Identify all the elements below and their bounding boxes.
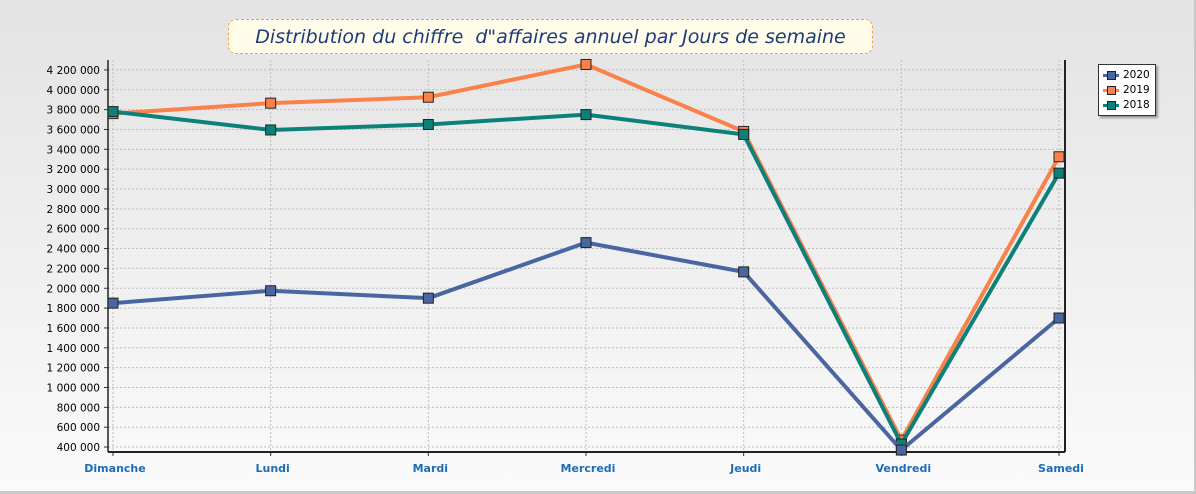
data-point-2020 — [895, 444, 907, 456]
data-point-2019 — [265, 97, 277, 109]
data-point-2018 — [422, 119, 434, 131]
y-tick-label: 3 400 000 — [47, 144, 100, 156]
legend-swatch — [1103, 101, 1119, 110]
y-tick-label: 2 000 000 — [47, 283, 100, 295]
y-tick-label: 3 800 000 — [47, 105, 100, 117]
y-tick-label: 2 800 000 — [47, 204, 100, 216]
series-lines — [107, 58, 1065, 456]
y-tick-label: 2 200 000 — [47, 263, 100, 275]
data-point-2018 — [265, 124, 277, 136]
data-point-2018 — [738, 128, 750, 140]
chart-title: Distribution du chiffre d"affaires annue… — [228, 19, 873, 54]
x-tick-label: Mercredi — [561, 462, 616, 475]
data-point-2018 — [580, 109, 592, 121]
data-point-2019 — [580, 58, 592, 70]
y-tick-label: 4 000 000 — [47, 85, 100, 97]
y-tick-label: 4 200 000 — [47, 65, 100, 77]
x-tick-label: Vendredi — [876, 462, 932, 475]
x-tick-label: Samedi — [1038, 462, 1084, 475]
grid — [108, 60, 1062, 452]
y-tick-label: 2 600 000 — [47, 224, 100, 236]
y-tick-label: 3 600 000 — [47, 124, 100, 136]
legend-label: 2019 — [1123, 84, 1150, 96]
y-tick-label: 2 400 000 — [47, 244, 100, 256]
y-tick-label: 1 600 000 — [47, 323, 100, 335]
legend-item-2020: 2020 — [1103, 68, 1155, 82]
data-point-2020 — [738, 266, 750, 278]
x-tick-label: Dimanche — [84, 462, 145, 475]
tick-labels: 400 000 600 000 800 000 1 000 000 1 200 000 1… — [47, 65, 1084, 475]
y-tick-label: 400 000 — [57, 442, 100, 454]
data-point-2019 — [422, 91, 434, 103]
data-point-2020 — [107, 297, 119, 309]
x-tick-label: Lundi — [256, 462, 290, 475]
data-point-2018 — [107, 106, 119, 118]
data-point-2019 — [1053, 151, 1065, 163]
legend-swatch — [1103, 86, 1119, 95]
y-tick-label: 1 400 000 — [47, 343, 100, 355]
legend-item-2019: 2019 — [1103, 83, 1155, 97]
x-tick-label: Jeudi — [729, 462, 761, 475]
data-point-2020 — [265, 285, 277, 297]
y-tick-label: 600 000 — [57, 422, 100, 434]
y-tick-label: 1 800 000 — [47, 303, 100, 315]
legend-label: 2018 — [1123, 99, 1150, 111]
legend-label: 2020 — [1123, 69, 1150, 81]
legend-item-2018: 2018 — [1103, 98, 1155, 112]
legend-swatch — [1103, 71, 1119, 80]
y-tick-label: 1 000 000 — [47, 382, 100, 394]
y-tick-label: 3 200 000 — [47, 164, 100, 176]
y-tick-label: 1 200 000 — [47, 363, 100, 375]
x-tick-label: Mardi — [413, 462, 448, 475]
y-tick-label: 3 000 000 — [47, 184, 100, 196]
data-point-2020 — [580, 237, 592, 249]
legend: 2020 2019 2018 — [1098, 64, 1156, 116]
data-point-2018 — [1053, 167, 1065, 179]
y-tick-label: 800 000 — [57, 402, 100, 414]
data-point-2020 — [422, 292, 434, 304]
data-point-2020 — [1053, 312, 1065, 324]
